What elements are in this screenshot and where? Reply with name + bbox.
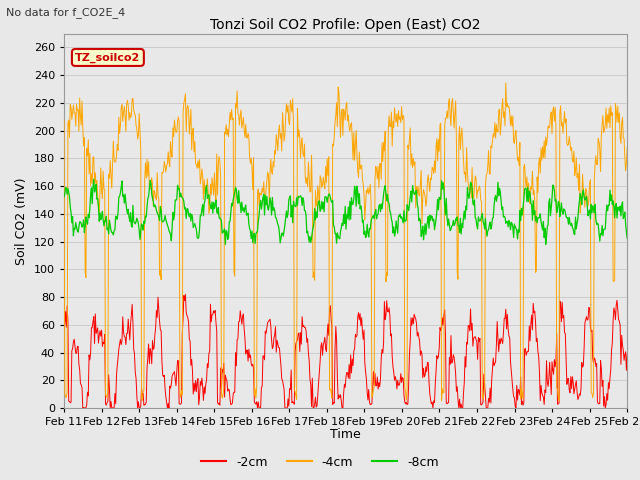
X-axis label: Time: Time: [330, 429, 361, 442]
Text: TZ_soilco2: TZ_soilco2: [76, 52, 141, 62]
Legend: -2cm, -4cm, -8cm: -2cm, -4cm, -8cm: [196, 451, 444, 474]
Title: Tonzi Soil CO2 Profile: Open (East) CO2: Tonzi Soil CO2 Profile: Open (East) CO2: [211, 18, 481, 33]
Y-axis label: Soil CO2 (mV): Soil CO2 (mV): [15, 177, 28, 264]
Text: No data for f_CO2E_4: No data for f_CO2E_4: [6, 7, 125, 18]
